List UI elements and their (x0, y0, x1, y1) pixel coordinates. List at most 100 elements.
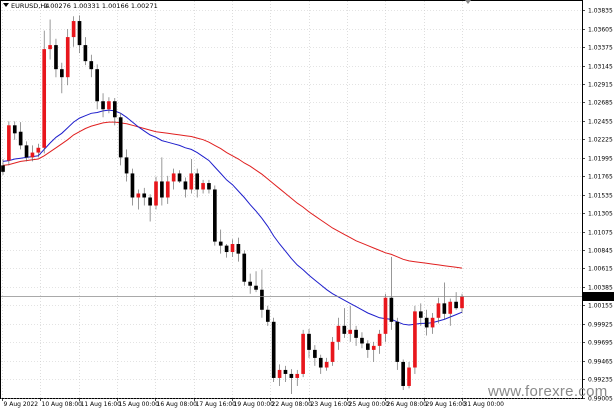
candle-bear (424, 309, 429, 336)
candle-body (313, 349, 317, 358)
candle-body (383, 297, 388, 334)
candle-bull (301, 329, 305, 378)
candle-bear (207, 179, 211, 194)
candle-bear (195, 168, 200, 198)
candle-bull (136, 189, 141, 210)
candle-bear (318, 354, 323, 374)
candle-bull (42, 30, 47, 154)
candle-body (207, 183, 211, 190)
candle-body (254, 285, 258, 290)
price-tick-label: 1.00845 (588, 248, 613, 255)
candle-body (336, 325, 341, 342)
candle-bear (307, 329, 311, 358)
candle-body (77, 21, 82, 46)
candle-body (224, 245, 229, 253)
candle-body (301, 333, 305, 374)
candle-bull (383, 293, 388, 342)
candle-bull (165, 175, 170, 204)
plot-frame (0, 0, 583, 399)
candle-bull (460, 293, 464, 313)
price-tick-label: 1.01535 (588, 193, 613, 200)
candle-body (12, 125, 17, 134)
candle-body (24, 145, 29, 158)
price-tick-label: 1.03835 (588, 8, 613, 15)
price-axis[interactable]: 1.03835 1.03605 1.03375 1.03145 1.02915 1.026… (582, 8, 614, 403)
candle-bear (142, 187, 147, 206)
candle-body (324, 361, 329, 368)
candle-bear (24, 141, 29, 162)
candle-bear (224, 244, 229, 258)
candle-bull (230, 239, 235, 257)
candle-bear (454, 292, 458, 310)
candle-body (101, 101, 105, 110)
candle-body (330, 341, 335, 362)
candle-bull (436, 297, 441, 324)
candle-body (283, 369, 288, 374)
candle-body (389, 297, 394, 322)
time-tick-label: 16 Aug 08:00 (157, 401, 198, 408)
candle-bull (48, 19, 52, 60)
price-tick-label: 0.99925 (588, 322, 613, 329)
candle-bear (118, 113, 123, 166)
candle-bear (183, 177, 188, 198)
candle-body (160, 181, 164, 198)
candle-bear (354, 325, 358, 346)
candle-body (1, 165, 5, 172)
candle-body (401, 361, 405, 386)
candle-body (289, 373, 294, 378)
candle-body (18, 131, 23, 146)
candle-body (60, 69, 64, 78)
candle-body (265, 309, 270, 322)
candle-bear (342, 308, 347, 338)
candle-bull (348, 305, 353, 342)
candle-body (154, 181, 158, 206)
candle-bull (336, 317, 341, 350)
candle-bear (218, 229, 223, 254)
time-tick-label: 22 Aug 08:00 (272, 401, 313, 408)
candle-body (48, 45, 52, 50)
candle-body (136, 193, 141, 198)
price-tick-label: 1.02685 (588, 100, 613, 107)
price-tick-label: 0.99465 (588, 359, 613, 366)
time-tick-label: 19 Aug 00:00 (234, 401, 275, 408)
candle-body (395, 321, 400, 362)
candle-body (348, 329, 353, 334)
candle-body (407, 367, 411, 386)
shift-marker-icon[interactable] (465, 0, 471, 4)
candle-bull (371, 341, 376, 362)
candle-body (189, 173, 194, 190)
candle-body (89, 61, 94, 70)
candle-bear (177, 170, 182, 184)
candle-body (165, 181, 170, 198)
candle-body (213, 189, 217, 242)
candle-body (436, 303, 441, 318)
candle-body (130, 173, 135, 198)
grid (1, 1, 582, 399)
candle-bull (324, 357, 329, 371)
candle-body (271, 321, 276, 378)
candle-body (295, 373, 300, 378)
candle-body (36, 147, 41, 153)
triangle-down-icon[interactable] (3, 3, 9, 7)
candle-bear (395, 317, 400, 370)
candle-bear (77, 15, 82, 54)
time-tick-label: 31 Aug 00:00 (464, 401, 505, 408)
candle-bear (1, 158, 5, 176)
price-tick-label: 1.02455 (588, 119, 613, 126)
price-tick-label: 0.99235 (588, 377, 613, 384)
time-tick-label: 25 Aug 00:00 (349, 401, 390, 408)
candle-bull (448, 298, 453, 326)
candle-body (236, 244, 241, 254)
candle-body (260, 289, 264, 310)
price-tick-label: 1.02225 (588, 137, 613, 144)
candle-bull (277, 364, 282, 386)
candle-body (248, 281, 252, 286)
candle-body (366, 343, 370, 350)
candle-bear (242, 250, 247, 286)
candle-body (277, 369, 282, 378)
price-tick-label: 1.02915 (588, 82, 613, 89)
candle-body (30, 152, 35, 158)
